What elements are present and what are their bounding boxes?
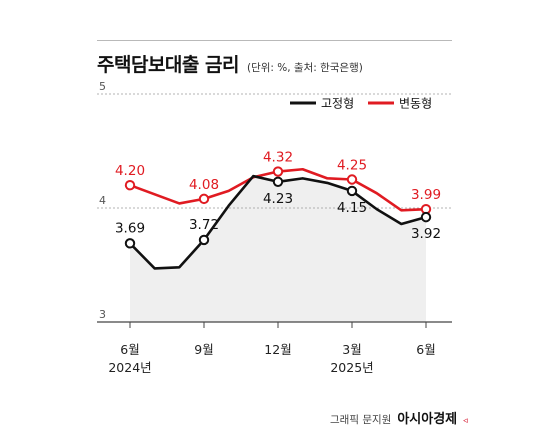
x-tick-year-label: 2024년 — [108, 360, 151, 375]
variable-rate-label: 4.25 — [337, 158, 367, 174]
fixed-rate-label: 3.92 — [411, 226, 441, 242]
fixed-rate-label: 3.72 — [189, 217, 219, 233]
fixed-rate-area — [130, 176, 426, 322]
fixed-rate-label: 4.15 — [337, 200, 367, 216]
variable-rate-point — [272, 166, 284, 177]
fixed-rate-point — [124, 238, 136, 249]
chart-header: 주택담보대출 금리 (단위: %, 출처: 한국은행) — [97, 50, 363, 77]
credit-text: 그래픽 문지원 — [330, 414, 392, 426]
title-rule — [97, 40, 452, 41]
variable-rate-label: 3.99 — [411, 187, 441, 203]
y-tick-label: 3 — [99, 308, 106, 321]
x-tick-label: 12월 — [264, 342, 291, 357]
fixed-rate-label: 4.23 — [263, 191, 293, 207]
credit-brand: 아시아경제 — [397, 412, 458, 427]
x-tick-label: 6월 — [120, 342, 139, 357]
variable-rate-point — [198, 193, 210, 205]
fixed-rate-point — [272, 176, 284, 187]
fixed-rate-point — [198, 234, 210, 246]
legend-label-fixed: 고정형 — [321, 97, 354, 111]
variable-rate-label: 4.32 — [263, 150, 293, 166]
brand-mark-icon: ◃ — [463, 416, 468, 426]
credit: 그래픽 문지원 아시아경제 ◃ — [330, 408, 468, 427]
fixed-rate-point — [420, 211, 432, 223]
variable-rate-label: 4.08 — [189, 177, 219, 193]
fixed-rate-point — [346, 185, 358, 197]
variable-rate-label: 4.20 — [115, 163, 145, 179]
y-tick-label: 5 — [99, 80, 106, 93]
y-tick-label: 4 — [99, 194, 106, 207]
x-tick-label: 9월 — [194, 342, 213, 357]
variable-rate-point — [124, 180, 136, 191]
fixed-rate-label: 3.69 — [115, 220, 145, 236]
x-tick-label: 3월 — [342, 342, 361, 357]
variable-rate-point — [346, 174, 358, 185]
x-tick-year-label: 2025년 — [330, 360, 373, 375]
x-tick-label: 6월 — [416, 342, 435, 357]
chart-subtitle: (단위: %, 출처: 한국은행) — [246, 62, 363, 74]
chart-title: 주택담보대출 금리 — [97, 54, 239, 76]
legend-label-variable: 변동형 — [399, 97, 432, 111]
